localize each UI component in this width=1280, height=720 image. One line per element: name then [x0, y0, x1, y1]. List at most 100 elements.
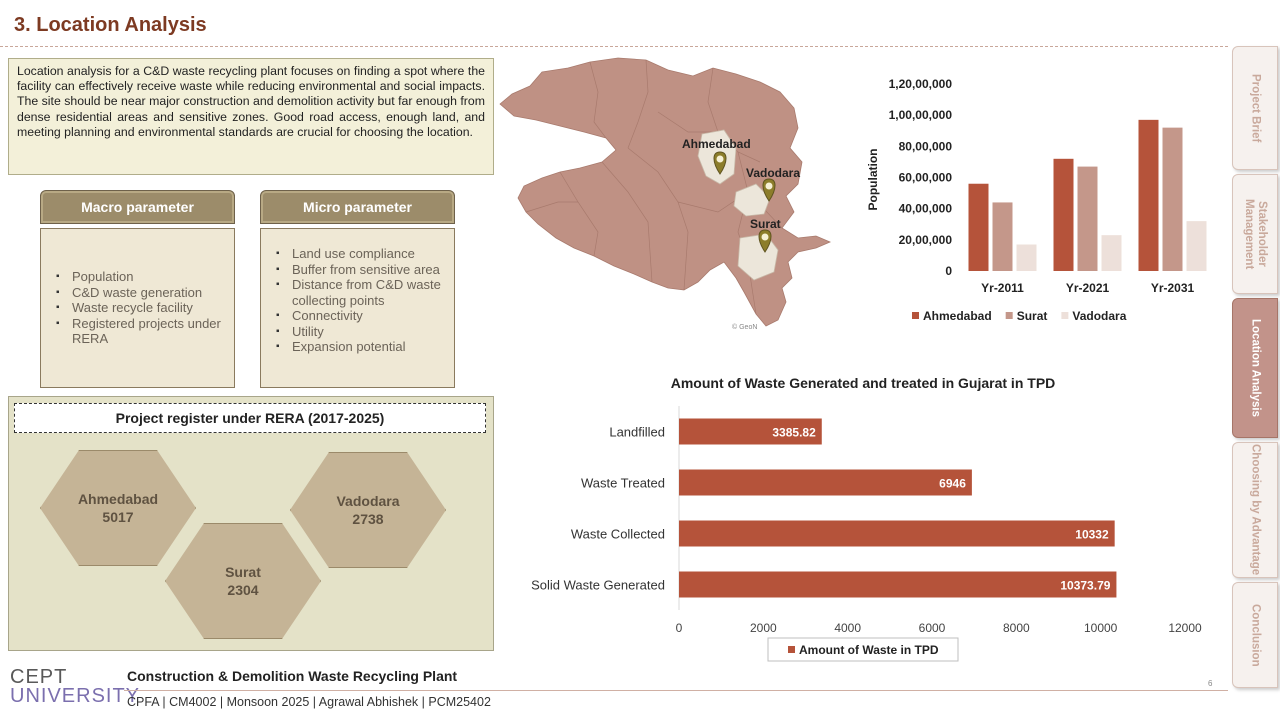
- chart-title: Amount of Waste Generated and treated in…: [671, 375, 1056, 391]
- footer-title: Construction & Demolition Waste Recyclin…: [127, 668, 458, 684]
- micro-parameter-list: Land use compliance Buffer from sensitiv…: [272, 246, 452, 355]
- x-tick-label: Yr-2031: [1151, 281, 1195, 295]
- map-label-vadodara: Vadodara: [746, 166, 800, 180]
- page-title: 3. Location Analysis: [14, 14, 207, 36]
- micro-parameter-heading: Micro parameter: [260, 190, 455, 224]
- tab-location-analysis[interactable]: Location Analysis: [1232, 298, 1278, 438]
- population-bar: [968, 183, 989, 271]
- x-tick-label: 4000: [834, 621, 861, 635]
- y-tick-label: 40,00,000: [899, 202, 953, 216]
- x-tick-label: 12000: [1168, 621, 1202, 635]
- category-label: Solid Waste Generated: [531, 578, 665, 593]
- x-tick-label: 2000: [750, 621, 777, 635]
- logo-university: UNIVERSITY: [10, 685, 141, 707]
- x-tick-label: 6000: [919, 621, 946, 635]
- waste-bar: [679, 418, 822, 445]
- rera-title: Project register under RERA (2017-2025): [14, 403, 486, 433]
- population-bar: [1138, 119, 1159, 271]
- map-pin-vadodara: [762, 178, 776, 202]
- title-divider: [0, 46, 1228, 47]
- x-tick-label: 10000: [1084, 621, 1118, 635]
- logo-cept: CEPT: [10, 666, 68, 688]
- legend-label: Ahmedabad: [923, 309, 992, 323]
- legend-swatch: [1061, 312, 1069, 319]
- district-lines: [525, 59, 783, 315]
- x-tick-label: Yr-2011: [981, 281, 1024, 295]
- footer-divider: [124, 690, 1228, 691]
- map-label-surat: Surat: [750, 217, 781, 231]
- y-tick-label: 60,00,000: [899, 171, 953, 185]
- y-tick-label: 1,00,00,000: [889, 108, 953, 122]
- bar-value-label: 10373.79: [1060, 579, 1110, 593]
- legend-swatch: [912, 312, 919, 319]
- tab-stakeholder-management[interactable]: Stakeholder Management: [1232, 174, 1278, 294]
- bar-value-label: 3385.82: [772, 426, 816, 440]
- legend-label: Amount of Waste in TPD: [799, 643, 939, 657]
- list-item: C&D waste generation: [52, 285, 227, 301]
- population-bar: [1053, 158, 1074, 271]
- hex-project-count: 2738: [352, 511, 384, 527]
- legend-label: Vadodara: [1072, 309, 1126, 323]
- legend-box: [767, 637, 959, 662]
- list-item: Population: [52, 269, 227, 285]
- hex-city-name: Surat: [225, 564, 261, 580]
- bar-value-label: 6946: [939, 477, 966, 491]
- tab-choosing-by-advantage[interactable]: Choosing by Advantage: [1232, 442, 1278, 578]
- x-tick-label: Yr-2021: [1066, 281, 1110, 295]
- list-item: Land use compliance: [272, 246, 452, 262]
- intro-text-box: Location analysis for a C&D waste recycl…: [8, 58, 494, 175]
- tab-conclusion[interactable]: Conclusion: [1232, 582, 1278, 688]
- category-label: Waste Treated: [581, 476, 665, 491]
- map-label-ahmedabad: Ahmedabad: [682, 137, 751, 151]
- list-item: Utility: [272, 324, 452, 340]
- legend-label: Surat: [1017, 309, 1048, 323]
- y-tick-label: 0: [945, 264, 952, 278]
- population-bar: [1016, 244, 1037, 271]
- population-bar: [1162, 127, 1183, 271]
- population-bar: [1101, 235, 1122, 271]
- list-item: Expansion potential: [272, 339, 452, 355]
- category-label: Landfilled: [609, 425, 665, 440]
- tab-label: Location Analysis: [1249, 319, 1262, 417]
- list-item: Registered projects under RERA: [52, 316, 227, 347]
- category-label: Waste Collected: [571, 527, 665, 542]
- map-credit: © GeoN: [732, 324, 758, 331]
- waste-bar: [679, 571, 1117, 598]
- list-item: Waste recycle facility: [52, 300, 227, 316]
- population-bar: [1077, 166, 1098, 271]
- population-chart: 0 20,00,000 40,00,000 60,00,000 80,00,000 1,0…: [866, 77, 1207, 323]
- section-sidebar: Project Brief Stakeholder Management Loc…: [1228, 46, 1280, 690]
- waste-chart: Amount of Waste Generated and treated in…: [531, 375, 1202, 662]
- y-axis-label: Population: [866, 149, 880, 211]
- y-tick-label: 1,20,00,000: [889, 77, 953, 91]
- footer-subtitle: CPFA | CM4002 | Monsoon 2025 | Agrawal A…: [127, 695, 491, 709]
- list-item: Distance from C&D waste collecting point…: [272, 277, 452, 308]
- population-bar: [992, 202, 1013, 271]
- gujarat-land: [499, 57, 832, 327]
- hex-project-count: 2304: [227, 582, 259, 598]
- list-item: Connectivity: [272, 308, 452, 324]
- waste-bar: [679, 520, 1115, 547]
- gujarat-map: Ahmedabad Vadodara Surat: [499, 57, 832, 327]
- x-tick-label: 8000: [1003, 621, 1030, 635]
- waste-bar: [679, 469, 972, 496]
- page-number: 6: [1208, 679, 1213, 688]
- y-tick-label: 80,00,000: [899, 139, 953, 153]
- hex-city-name: Ahmedabad: [77, 491, 159, 507]
- x-tick-label: 0: [676, 621, 683, 635]
- population-bar: [1186, 221, 1207, 271]
- tab-label: Project Brief: [1249, 73, 1262, 143]
- hex-city-name: Vadodara: [336, 493, 400, 509]
- tab-label: Choosing by Advantage: [1249, 444, 1262, 576]
- map-pin-surat: [758, 229, 772, 253]
- map-pin-ahmedabad: [713, 151, 727, 175]
- tab-label: Conclusion: [1249, 603, 1262, 667]
- legend-swatch: [1005, 312, 1013, 319]
- list-item: Buffer from sensitive area: [272, 262, 452, 278]
- hex-project-count: 5017: [102, 509, 134, 525]
- legend-swatch: [788, 646, 795, 653]
- y-tick-label: 20,00,000: [899, 233, 953, 247]
- macro-parameter-list: Population C&D waste generation Waste re…: [52, 269, 227, 347]
- tab-project-brief[interactable]: Project Brief: [1232, 46, 1278, 170]
- tab-label: Stakeholder Management: [1243, 198, 1268, 270]
